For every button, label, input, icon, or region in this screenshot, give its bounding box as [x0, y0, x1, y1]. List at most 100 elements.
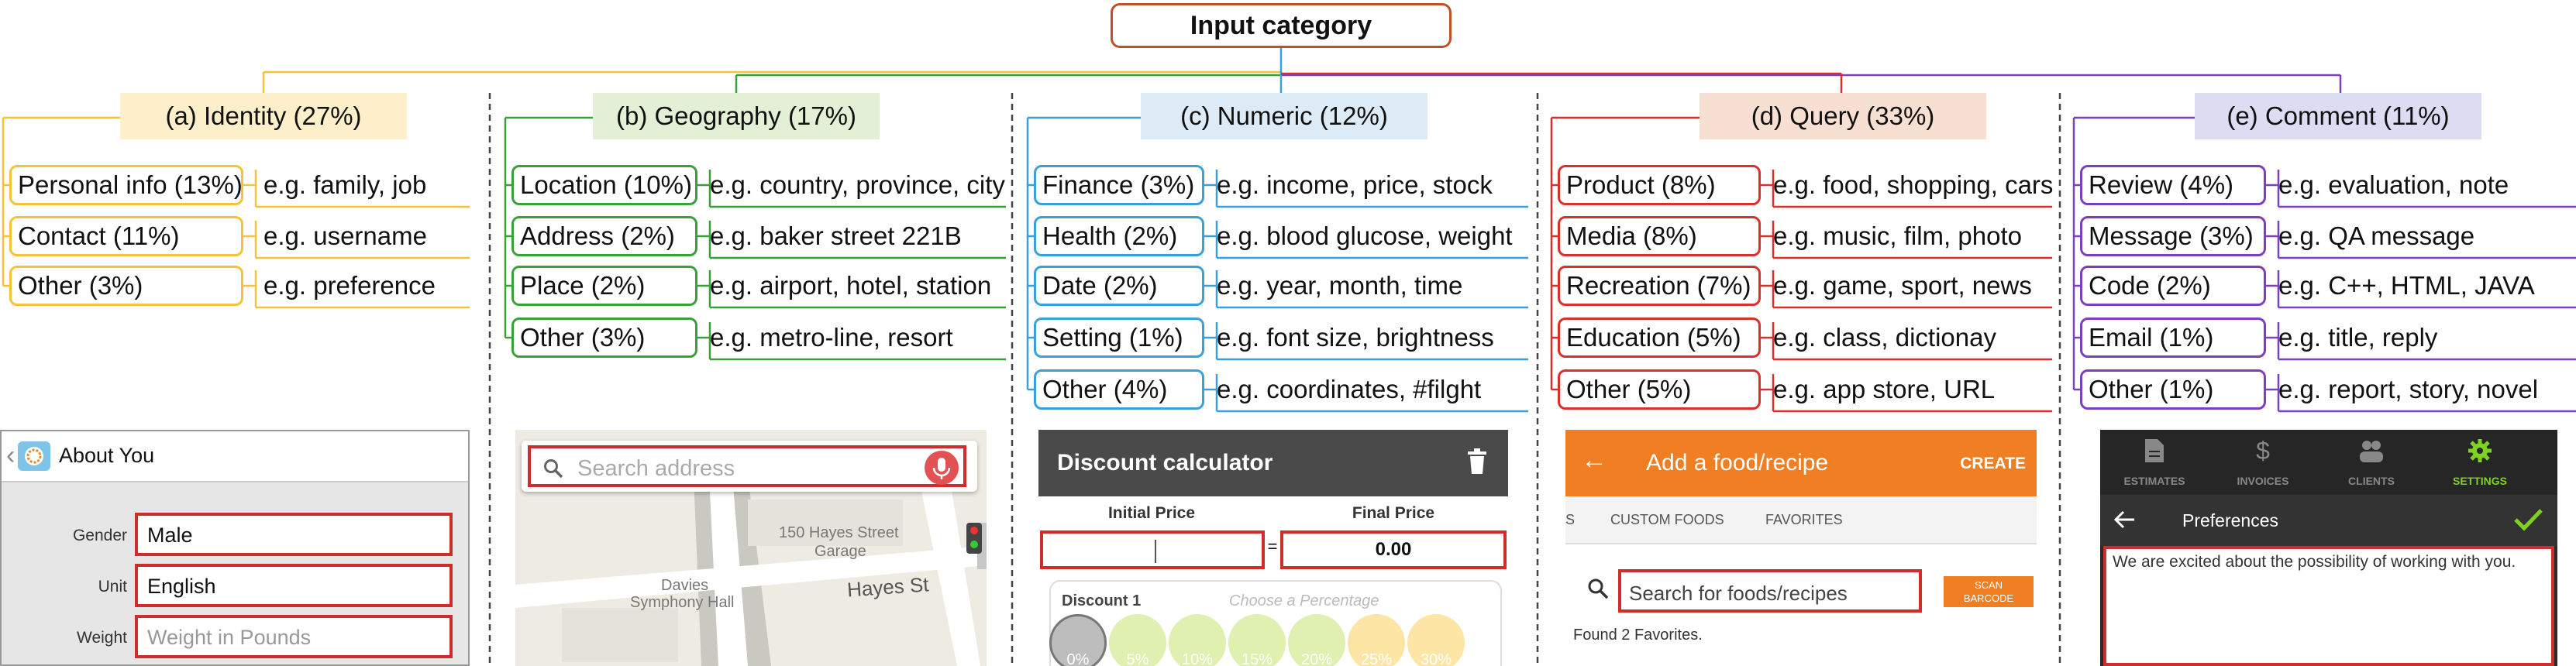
item-node: Personal info (13%)	[9, 165, 243, 205]
initial-price-input[interactable]	[1040, 530, 1265, 569]
item-example: e.g. font size, brightness	[1217, 323, 1494, 352]
item-node: Recreation (7%)	[1558, 266, 1761, 306]
item-example: e.g. C++, HTML, JAVA	[2278, 271, 2535, 300]
item-node: Education (5%)	[1558, 318, 1761, 358]
item-node: Setting (1%)	[1034, 318, 1204, 358]
percentage-options: 0% 5% 10% 15% 20% 25% 30%	[1049, 614, 1507, 666]
search-address-input[interactable]: Search address	[528, 445, 966, 487]
item-example: e.g. food, shopping, cars	[1773, 170, 2054, 199]
scan-barcode-button[interactable]: SCAN BARCODE	[1944, 576, 2034, 607]
item-example: e.g. blood glucose, weight	[1217, 221, 1513, 250]
tab-favorites[interactable]: FAVORITES	[1765, 512, 1843, 527]
nav-tab-invoices[interactable]: $ INVOICES	[2209, 430, 2317, 495]
item-node: Contact (11%)	[9, 216, 243, 256]
column-comment: (e) Comment (11%) Review (4%) e.g. evalu…	[2071, 0, 2576, 666]
map-signal-icon	[965, 521, 983, 555]
comment-textarea[interactable]: We are excited about the possibility of …	[2103, 546, 2554, 666]
nav-label: INVOICES	[2237, 475, 2289, 487]
screen-title: Add a food/recipe	[1646, 450, 1829, 475]
food-search-input[interactable]: Search for foods/recipes	[1618, 569, 1922, 613]
discount-panel: Discount 1 Choose a Percentage	[1049, 580, 1502, 666]
item-example: e.g. airport, hotel, station	[710, 271, 992, 300]
item-example: e.g. income, price, stock	[1217, 170, 1493, 199]
gear-icon	[2467, 438, 2493, 464]
item-node: Place (2%)	[511, 266, 697, 306]
item-node: Address (2%)	[511, 216, 697, 256]
item-node: Message (3%)	[2080, 216, 2266, 256]
back-button[interactable]: ‹	[6, 441, 15, 470]
people-icon	[2357, 438, 2385, 464]
document-icon	[2144, 438, 2165, 464]
nav-tab-settings[interactable]: SETTINGS	[2426, 430, 2534, 495]
item-example: e.g. year, month, time	[1217, 271, 1463, 300]
tab-custom-foods[interactable]: CUSTOM FOODS	[1610, 512, 1724, 527]
percent-option[interactable]: 30%	[1407, 614, 1465, 666]
back-arrow-icon[interactable]	[2113, 510, 2136, 529]
equals-sign: =	[1267, 537, 1278, 556]
microphone-icon[interactable]	[923, 449, 960, 486]
screenshot-query: ← Add a food/recipe CREATE S CUSTOM FOOD…	[1565, 430, 2037, 666]
percent-option[interactable]: 20%	[1288, 614, 1345, 666]
root-node: Input category	[1111, 3, 1452, 48]
column-geography: (b) Geography (17%) Location (10%) e.g. …	[502, 0, 1006, 666]
app-header: ← Add a food/recipe CREATE	[1565, 430, 2037, 496]
tab-partial[interactable]: S	[1565, 512, 1576, 527]
search-placeholder: Search for foods/recipes	[1629, 582, 1848, 605]
screen-title: Discount calculator	[1057, 450, 1273, 475]
unit-field[interactable]: English	[135, 564, 453, 607]
found-count: Found 2 Favorites.	[1573, 627, 1703, 644]
nav-tab-clients[interactable]: CLIENTS	[2317, 430, 2426, 495]
item-node: Location (10%)	[511, 165, 697, 205]
item-example: e.g. coordinates, #filght	[1217, 375, 1482, 403]
screenshot-geography: 150 Hayes Street Garage Davies Symphony …	[515, 430, 987, 666]
screenshot-comment: ESTIMATES $ INVOICES CLIENTS SETTINGS Prefer…	[2100, 430, 2557, 666]
item-example: e.g. preference	[263, 271, 436, 300]
map-label: Symphony Hall	[630, 594, 735, 611]
percent-option[interactable]: 15%	[1228, 614, 1286, 666]
trash-icon[interactable]	[1466, 448, 1488, 475]
item-node: Other (3%)	[511, 318, 697, 358]
preferences-header: Preferences	[2100, 495, 2557, 546]
initial-price-label: Initial Price	[1107, 504, 1196, 522]
item-example: e.g. country, province, city	[710, 170, 1005, 199]
category-title: (a) Identity (27%)	[120, 93, 407, 139]
map-label: Garage	[814, 543, 866, 560]
final-price-label: Final Price	[1352, 504, 1435, 522]
category-title: (c) Numeric (12%)	[1141, 93, 1427, 139]
create-button[interactable]: CREATE	[1960, 455, 2026, 472]
item-node: Product (8%)	[1558, 165, 1761, 205]
back-button[interactable]: ←	[1581, 445, 1607, 475]
percent-option[interactable]: 10%	[1169, 614, 1226, 666]
percent-option[interactable]: 25%	[1348, 614, 1405, 666]
final-price-field[interactable]: 0.00	[1280, 530, 1507, 569]
item-example: e.g. QA message	[2278, 221, 2475, 250]
item-example: e.g. app store, URL	[1773, 375, 1996, 403]
item-node: Email (1%)	[2080, 318, 2266, 358]
item-example: e.g. metro-line, resort	[710, 323, 953, 352]
item-node: Health (2%)	[1034, 216, 1204, 256]
category-title: (e) Comment (11%)	[2195, 93, 2481, 139]
weight-field[interactable]: Weight in Pounds	[135, 615, 453, 658]
item-example: e.g. class, dictionay	[1773, 323, 1996, 352]
percent-option[interactable]: 5%	[1109, 614, 1166, 666]
barcode-label: BARCODE	[1963, 592, 2014, 604]
app-header: ‹ About You	[2, 431, 468, 482]
percent-option[interactable]: 0%	[1049, 614, 1107, 666]
map-label: Davies	[661, 577, 709, 594]
check-icon[interactable]	[2512, 507, 2543, 532]
item-example: e.g. evaluation, note	[2278, 170, 2509, 199]
nav-tab-estimates[interactable]: ESTIMATES	[2100, 430, 2209, 495]
item-node: Other (5%)	[1558, 369, 1761, 410]
field-label: Unit	[98, 578, 127, 596]
item-node: Finance (3%)	[1034, 165, 1204, 205]
screen-title: Preferences	[2182, 510, 2279, 530]
search-icon	[543, 458, 563, 479]
item-node: Other (1%)	[2080, 369, 2266, 410]
svg-text:$: $	[2256, 438, 2270, 464]
gender-field[interactable]: Male	[135, 513, 453, 556]
screenshot-identity: ‹ About You Gender Male Unit English Wei…	[0, 430, 470, 666]
text-cursor	[1155, 540, 1156, 563]
column-identity: (a) Identity (27%) Personal info (13%) e…	[0, 0, 480, 666]
item-node: Other (3%)	[9, 266, 243, 306]
